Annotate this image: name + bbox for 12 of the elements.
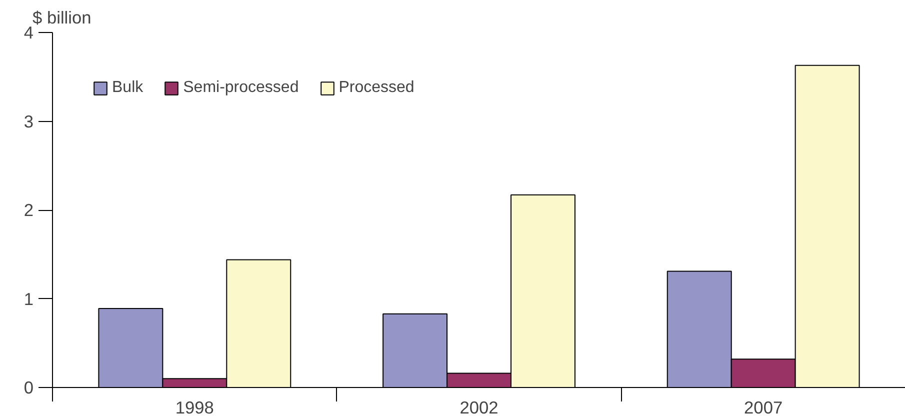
y-tick-label: 0 bbox=[24, 378, 34, 398]
x-tick-label: 2007 bbox=[744, 398, 783, 416]
y-tick-label: 4 bbox=[24, 22, 34, 42]
legend-label: Semi-processed bbox=[183, 79, 299, 97]
y-tick-label: 2 bbox=[24, 200, 34, 220]
y-tick-label: 3 bbox=[24, 111, 34, 132]
legend-label: Bulk bbox=[112, 79, 144, 97]
y-axis-title: $ billion bbox=[32, 8, 92, 28]
x-tick-label: 2002 bbox=[460, 398, 498, 416]
x-tick-label: 1998 bbox=[175, 398, 214, 416]
legend-label: Processed bbox=[338, 79, 414, 97]
y-tick-label: 1 bbox=[24, 288, 34, 309]
